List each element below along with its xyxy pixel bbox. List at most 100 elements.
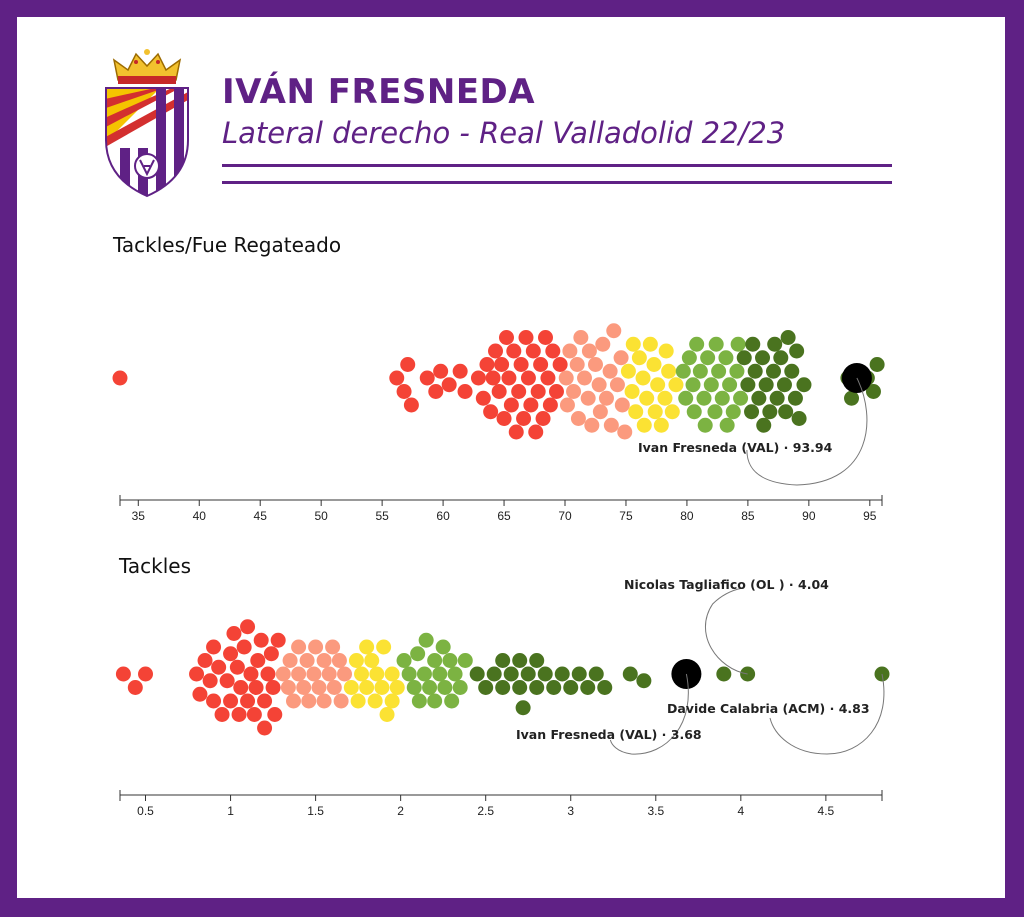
data-point <box>520 666 536 682</box>
data-point <box>657 390 673 406</box>
data-point <box>740 377 756 393</box>
data-point <box>226 626 242 641</box>
data-point <box>617 424 633 440</box>
data-point <box>511 384 527 399</box>
data-point <box>609 377 625 393</box>
data-point <box>367 693 383 709</box>
x-tick-label: 65 <box>497 509 511 523</box>
x-tick-label: 95 <box>863 509 877 523</box>
data-point <box>291 639 307 655</box>
data-point <box>229 659 245 675</box>
data-point <box>202 673 218 689</box>
data-point <box>403 397 419 413</box>
data-point <box>769 390 785 406</box>
data-point <box>624 384 640 399</box>
data-point <box>457 384 473 399</box>
data-point <box>240 693 256 709</box>
data-point <box>311 680 327 695</box>
data-point <box>389 370 405 386</box>
data-point <box>540 370 556 386</box>
data-point <box>533 357 549 372</box>
data-point <box>636 673 652 689</box>
data-point <box>525 343 541 359</box>
data-point <box>512 653 528 668</box>
x-tick-label: 3.5 <box>647 804 664 818</box>
data-point <box>755 350 771 366</box>
data-point <box>537 666 553 682</box>
data-point <box>206 639 222 655</box>
data-point <box>419 370 435 386</box>
data-point <box>678 390 694 406</box>
data-point <box>236 639 252 655</box>
data-point <box>369 666 385 682</box>
data-point <box>592 404 608 420</box>
data-point <box>389 680 405 695</box>
data-point <box>714 390 730 406</box>
data-point <box>562 343 578 359</box>
data-point <box>257 693 273 709</box>
x-tick-label: 4.5 <box>818 804 835 818</box>
data-point <box>776 377 792 393</box>
data-point <box>700 350 716 366</box>
data-point <box>554 666 570 682</box>
data-point <box>692 363 708 379</box>
data-point <box>483 404 499 420</box>
data-point <box>668 377 684 393</box>
data-point <box>348 653 364 668</box>
header-rule-top <box>222 164 892 167</box>
data-point <box>518 330 534 345</box>
data-point <box>584 417 600 433</box>
data-point <box>730 336 746 352</box>
data-point <box>552 357 568 372</box>
data-point <box>486 666 502 682</box>
data-point <box>508 424 524 440</box>
data-point <box>441 377 457 393</box>
data-point <box>501 370 517 386</box>
data-point <box>376 639 392 655</box>
data-point <box>545 343 561 359</box>
data-point <box>416 666 432 682</box>
data-point <box>664 404 680 420</box>
data-point <box>452 680 468 695</box>
data-point <box>331 653 347 668</box>
data-point <box>506 343 522 359</box>
data-point <box>223 693 239 709</box>
data-point <box>253 632 269 648</box>
data-point <box>396 384 412 399</box>
data-point <box>697 417 713 433</box>
data-point <box>733 390 749 406</box>
data-point <box>745 336 761 352</box>
data-point <box>675 363 691 379</box>
data-point <box>628 404 644 420</box>
data-point <box>428 384 444 399</box>
data-point <box>231 707 247 722</box>
data-point <box>219 673 235 689</box>
x-tick-label: 45 <box>254 509 268 523</box>
data-point <box>308 639 324 655</box>
data-point <box>598 390 614 406</box>
data-point <box>301 693 317 709</box>
highlight-label: Ivan Fresneda (VAL) · 3.68 <box>516 727 702 742</box>
data-point <box>725 404 741 420</box>
x-tick-label: 60 <box>436 509 450 523</box>
data-point <box>791 411 807 426</box>
data-point <box>681 350 697 366</box>
annotation-label: Nicolas Tagliafico (OL ) · 4.04 <box>624 577 829 592</box>
data-point <box>696 390 712 406</box>
data-point <box>631 350 647 366</box>
data-point <box>343 680 359 695</box>
x-tick-label: 70 <box>558 509 572 523</box>
chart-1: Tackles/Fue Regateado 35 40 45 50 55 60 65 70 75 8… <box>112 233 885 523</box>
data-point <box>787 390 803 406</box>
data-point <box>588 666 604 682</box>
data-point <box>530 384 546 399</box>
data-point <box>538 330 554 345</box>
data-point <box>580 390 596 406</box>
data-point <box>716 666 732 682</box>
data-point <box>747 363 763 379</box>
data-point <box>325 639 341 655</box>
data-point <box>620 363 636 379</box>
x-tick-label: 50 <box>314 509 328 523</box>
data-point <box>396 653 412 668</box>
data-point <box>719 417 735 433</box>
